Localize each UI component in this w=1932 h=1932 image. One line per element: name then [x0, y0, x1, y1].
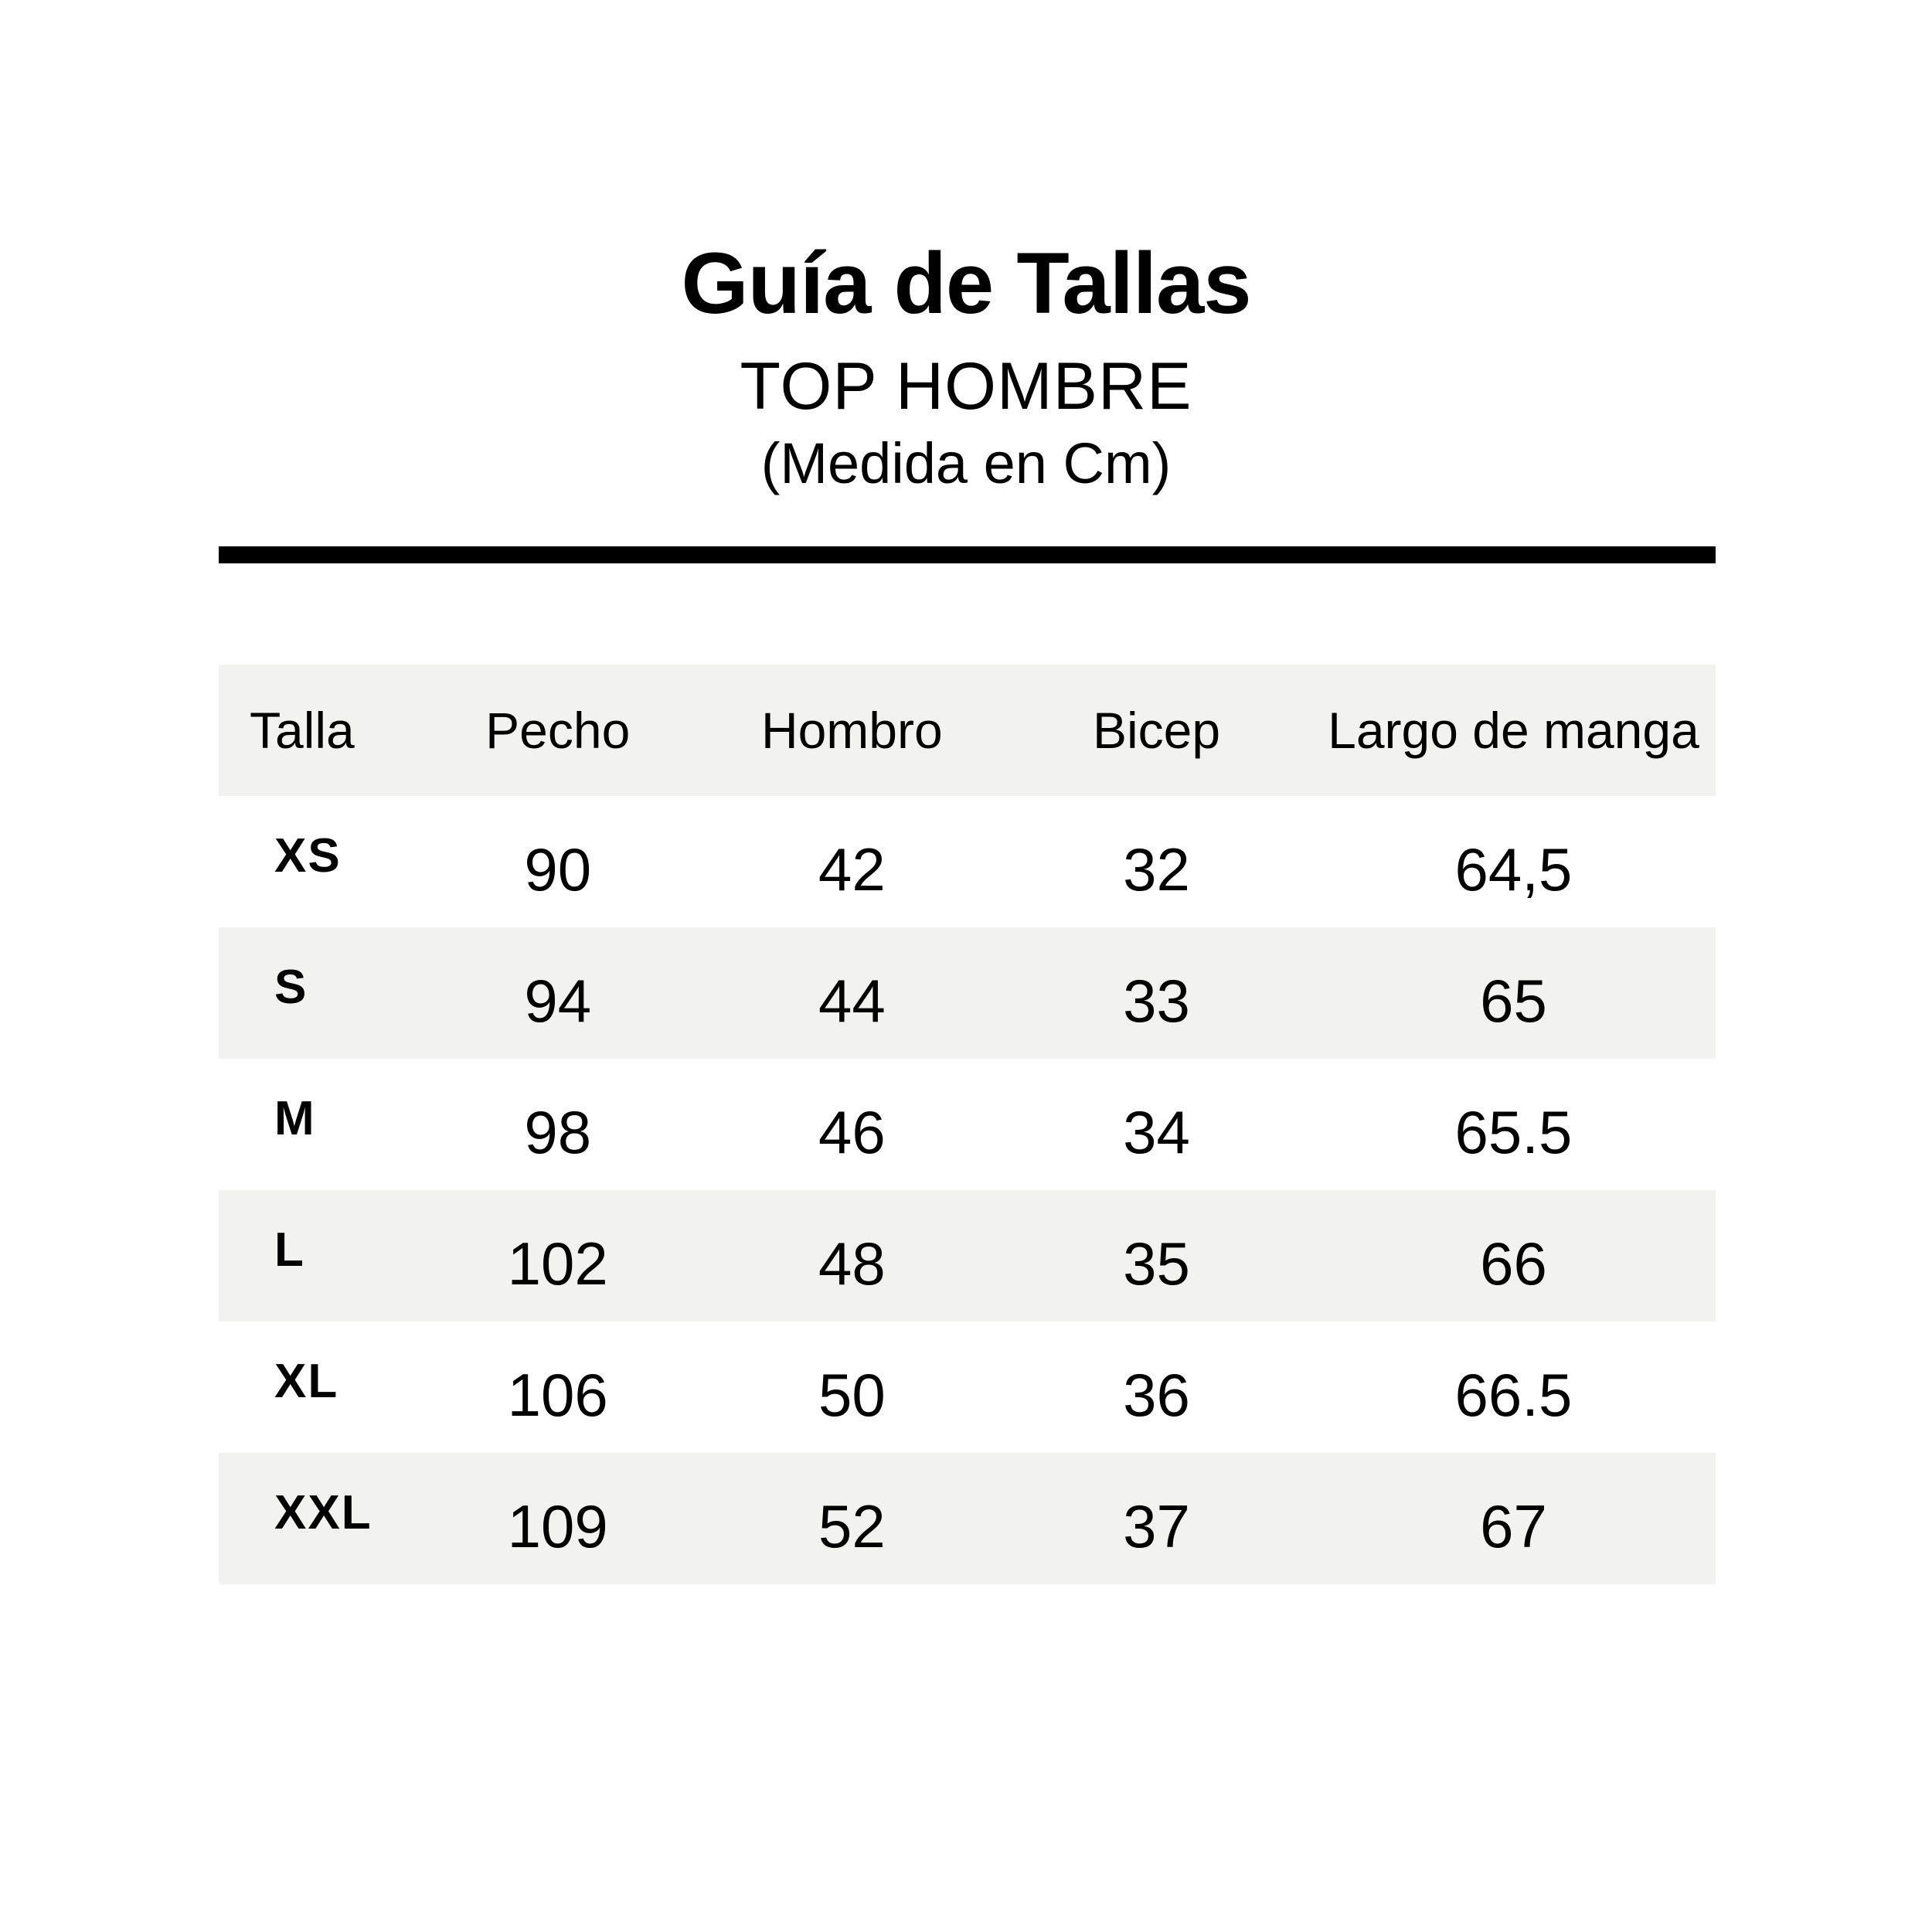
hombro-value: 46 — [818, 1097, 886, 1166]
page-title: Guía de Tallas — [681, 235, 1251, 332]
largo-value: 66 — [1480, 1229, 1547, 1298]
size-label: S — [274, 960, 308, 1014]
size-label: M — [274, 1091, 316, 1145]
size-label: L — [274, 1223, 305, 1277]
header-cell-bicep: Bicep — [1092, 702, 1221, 759]
header-cell-talla: Talla — [250, 702, 355, 759]
title-divider-bar — [219, 546, 1716, 563]
table-row-xxl: XXL 109 52 37 67 — [219, 1453, 1716, 1584]
size-label: XS — [274, 828, 342, 883]
hombro-value: 44 — [818, 966, 886, 1035]
bicep-value: 37 — [1123, 1492, 1190, 1560]
page-subtitle: TOP HOMBRE — [740, 349, 1192, 424]
hombro-value: 48 — [818, 1229, 886, 1298]
pecho-value: 106 — [507, 1360, 608, 1429]
table-row-s: S 94 44 33 65 — [219, 927, 1716, 1059]
header-cell-hombro: Hombro — [760, 702, 943, 759]
pecho-value: 94 — [524, 966, 592, 1035]
table-header-row: Talla Pecho Hombro Bicep Largo de manga — [219, 665, 1716, 796]
table-row-xl: XL 106 50 36 66.5 — [219, 1321, 1716, 1453]
size-label: XL — [274, 1354, 339, 1408]
title-block: Guía de Tallas TOP HOMBRE (Medida en Cm) — [0, 236, 1932, 498]
bicep-value: 32 — [1123, 835, 1190, 903]
size-table: Talla Pecho Hombro Bicep Largo de manga … — [219, 665, 1716, 1584]
size-label: XXL — [274, 1485, 372, 1539]
table-row-xs: XS 90 42 32 64,5 — [219, 796, 1716, 927]
largo-value: 66.5 — [1454, 1360, 1573, 1429]
largo-value: 65 — [1480, 966, 1547, 1035]
largo-value: 65.5 — [1454, 1097, 1573, 1166]
pecho-value: 109 — [507, 1492, 608, 1560]
pecho-value: 98 — [524, 1097, 592, 1166]
largo-value: 64,5 — [1454, 835, 1573, 903]
bicep-value: 36 — [1123, 1360, 1190, 1429]
hombro-value: 50 — [818, 1360, 886, 1429]
bicep-value: 33 — [1123, 966, 1190, 1035]
header-cell-largo-de-manga: Largo de manga — [1328, 702, 1699, 759]
pecho-value: 102 — [507, 1229, 608, 1298]
hombro-value: 42 — [818, 835, 886, 903]
bicep-value: 34 — [1123, 1097, 1190, 1166]
table-row-m: M 98 46 34 65.5 — [219, 1059, 1716, 1190]
measure-unit-note: (Medida en Cm) — [760, 431, 1172, 496]
pecho-value: 90 — [524, 835, 592, 903]
bicep-value: 35 — [1123, 1229, 1190, 1298]
hombro-value: 52 — [818, 1492, 886, 1560]
table-row-l: L 102 48 35 66 — [219, 1190, 1716, 1321]
header-cell-pecho: Pecho — [485, 702, 631, 759]
largo-value: 67 — [1480, 1492, 1547, 1560]
